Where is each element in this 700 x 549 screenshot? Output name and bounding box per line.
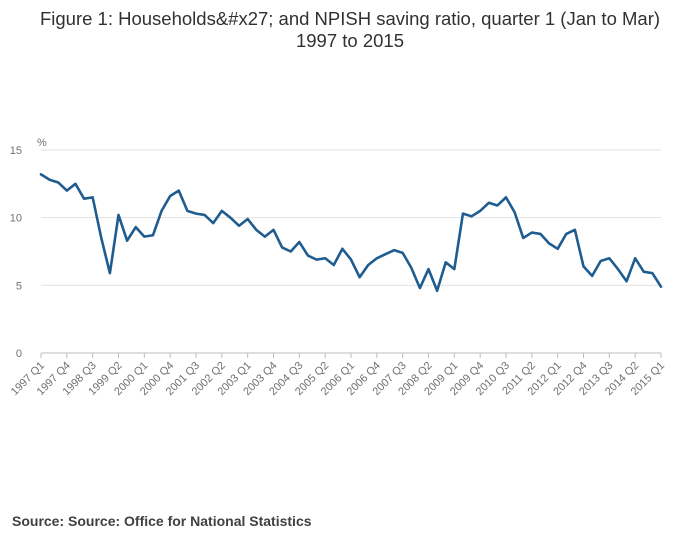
data-point-70 (642, 270, 646, 274)
data-point-64 (590, 274, 594, 278)
y-tick-label-10: 10 (10, 213, 22, 225)
data-point-51 (478, 209, 482, 213)
data-point-11 (134, 225, 138, 229)
data-point-43 (409, 266, 413, 270)
data-point-68 (625, 279, 629, 283)
data-point-49 (461, 212, 465, 216)
title-line-1: Figure 1: Households&#x27; and NPISH sav… (39, 8, 661, 29)
data-point-72 (659, 285, 663, 289)
data-point-52 (487, 201, 491, 205)
data-point-3 (65, 189, 69, 193)
data-point-55 (513, 210, 517, 214)
data-point-19 (203, 213, 207, 217)
data-point-14 (160, 209, 164, 213)
data-point-59 (547, 241, 551, 245)
data-point-47 (444, 260, 448, 264)
data-point-24 (246, 217, 250, 221)
data-point-40 (383, 252, 387, 256)
data-point-67 (616, 267, 620, 271)
source-note: Source: Source: Office for National Stat… (12, 513, 312, 529)
data-point-6 (91, 195, 95, 199)
data-point-33 (323, 256, 327, 260)
data-point-16 (177, 189, 181, 193)
data-point-60 (556, 247, 560, 251)
data-point-44 (418, 286, 422, 290)
data-point-7 (99, 236, 103, 240)
y-tick-label-5: 5 (16, 280, 22, 292)
data-point-2 (56, 180, 60, 184)
y-tick-label-0: 0 (16, 348, 22, 360)
data-point-53 (495, 203, 499, 207)
data-point-58 (538, 232, 542, 236)
data-point-38 (366, 263, 370, 267)
data-point-15 (168, 194, 172, 198)
data-point-69 (633, 256, 637, 260)
data-point-32 (315, 258, 319, 262)
y-tick-label-15: 15 (10, 145, 22, 157)
data-point-27 (272, 228, 276, 232)
data-point-29 (289, 250, 293, 254)
data-point-22 (228, 216, 232, 220)
data-point-13 (151, 233, 155, 237)
data-point-45 (427, 267, 431, 271)
data-point-71 (650, 271, 654, 275)
data-point-31 (306, 254, 310, 258)
data-point-4 (73, 182, 77, 186)
data-point-5 (82, 197, 86, 201)
data-point-50 (470, 214, 474, 218)
data-point-66 (607, 256, 611, 260)
data-point-8 (108, 271, 112, 275)
series-line (39, 173, 663, 293)
data-point-39 (375, 256, 379, 260)
data-point-54 (504, 195, 508, 199)
data-point-0 (39, 172, 43, 176)
data-point-9 (117, 213, 121, 217)
data-point-37 (358, 275, 362, 279)
data-point-34 (332, 263, 336, 267)
data-point-23 (237, 224, 241, 228)
data-point-30 (297, 240, 301, 244)
data-point-48 (452, 267, 456, 271)
data-point-35 (340, 247, 344, 251)
data-point-12 (142, 235, 146, 239)
data-point-65 (599, 259, 603, 263)
data-point-18 (194, 212, 198, 216)
data-point-41 (392, 248, 396, 252)
data-point-25 (254, 228, 258, 232)
data-point-61 (564, 232, 568, 236)
data-point-57 (530, 231, 534, 235)
data-point-17 (185, 209, 189, 213)
data-point-56 (521, 236, 525, 240)
data-point-42 (401, 251, 405, 255)
chart-title: Figure 1: Households&#x27; and NPISH sav… (0, 8, 700, 52)
data-point-1 (48, 178, 52, 182)
data-point-26 (263, 235, 267, 239)
data-point-10 (125, 239, 129, 243)
data-point-28 (280, 245, 284, 249)
y-axis-label: % (37, 137, 47, 149)
data-point-36 (349, 258, 353, 262)
title-line-2: 1997 to 2015 (295, 30, 405, 51)
data-point-62 (573, 228, 577, 232)
data-point-46 (435, 289, 439, 293)
data-point-21 (220, 209, 224, 213)
data-point-20 (211, 221, 215, 225)
data-point-63 (582, 264, 586, 268)
